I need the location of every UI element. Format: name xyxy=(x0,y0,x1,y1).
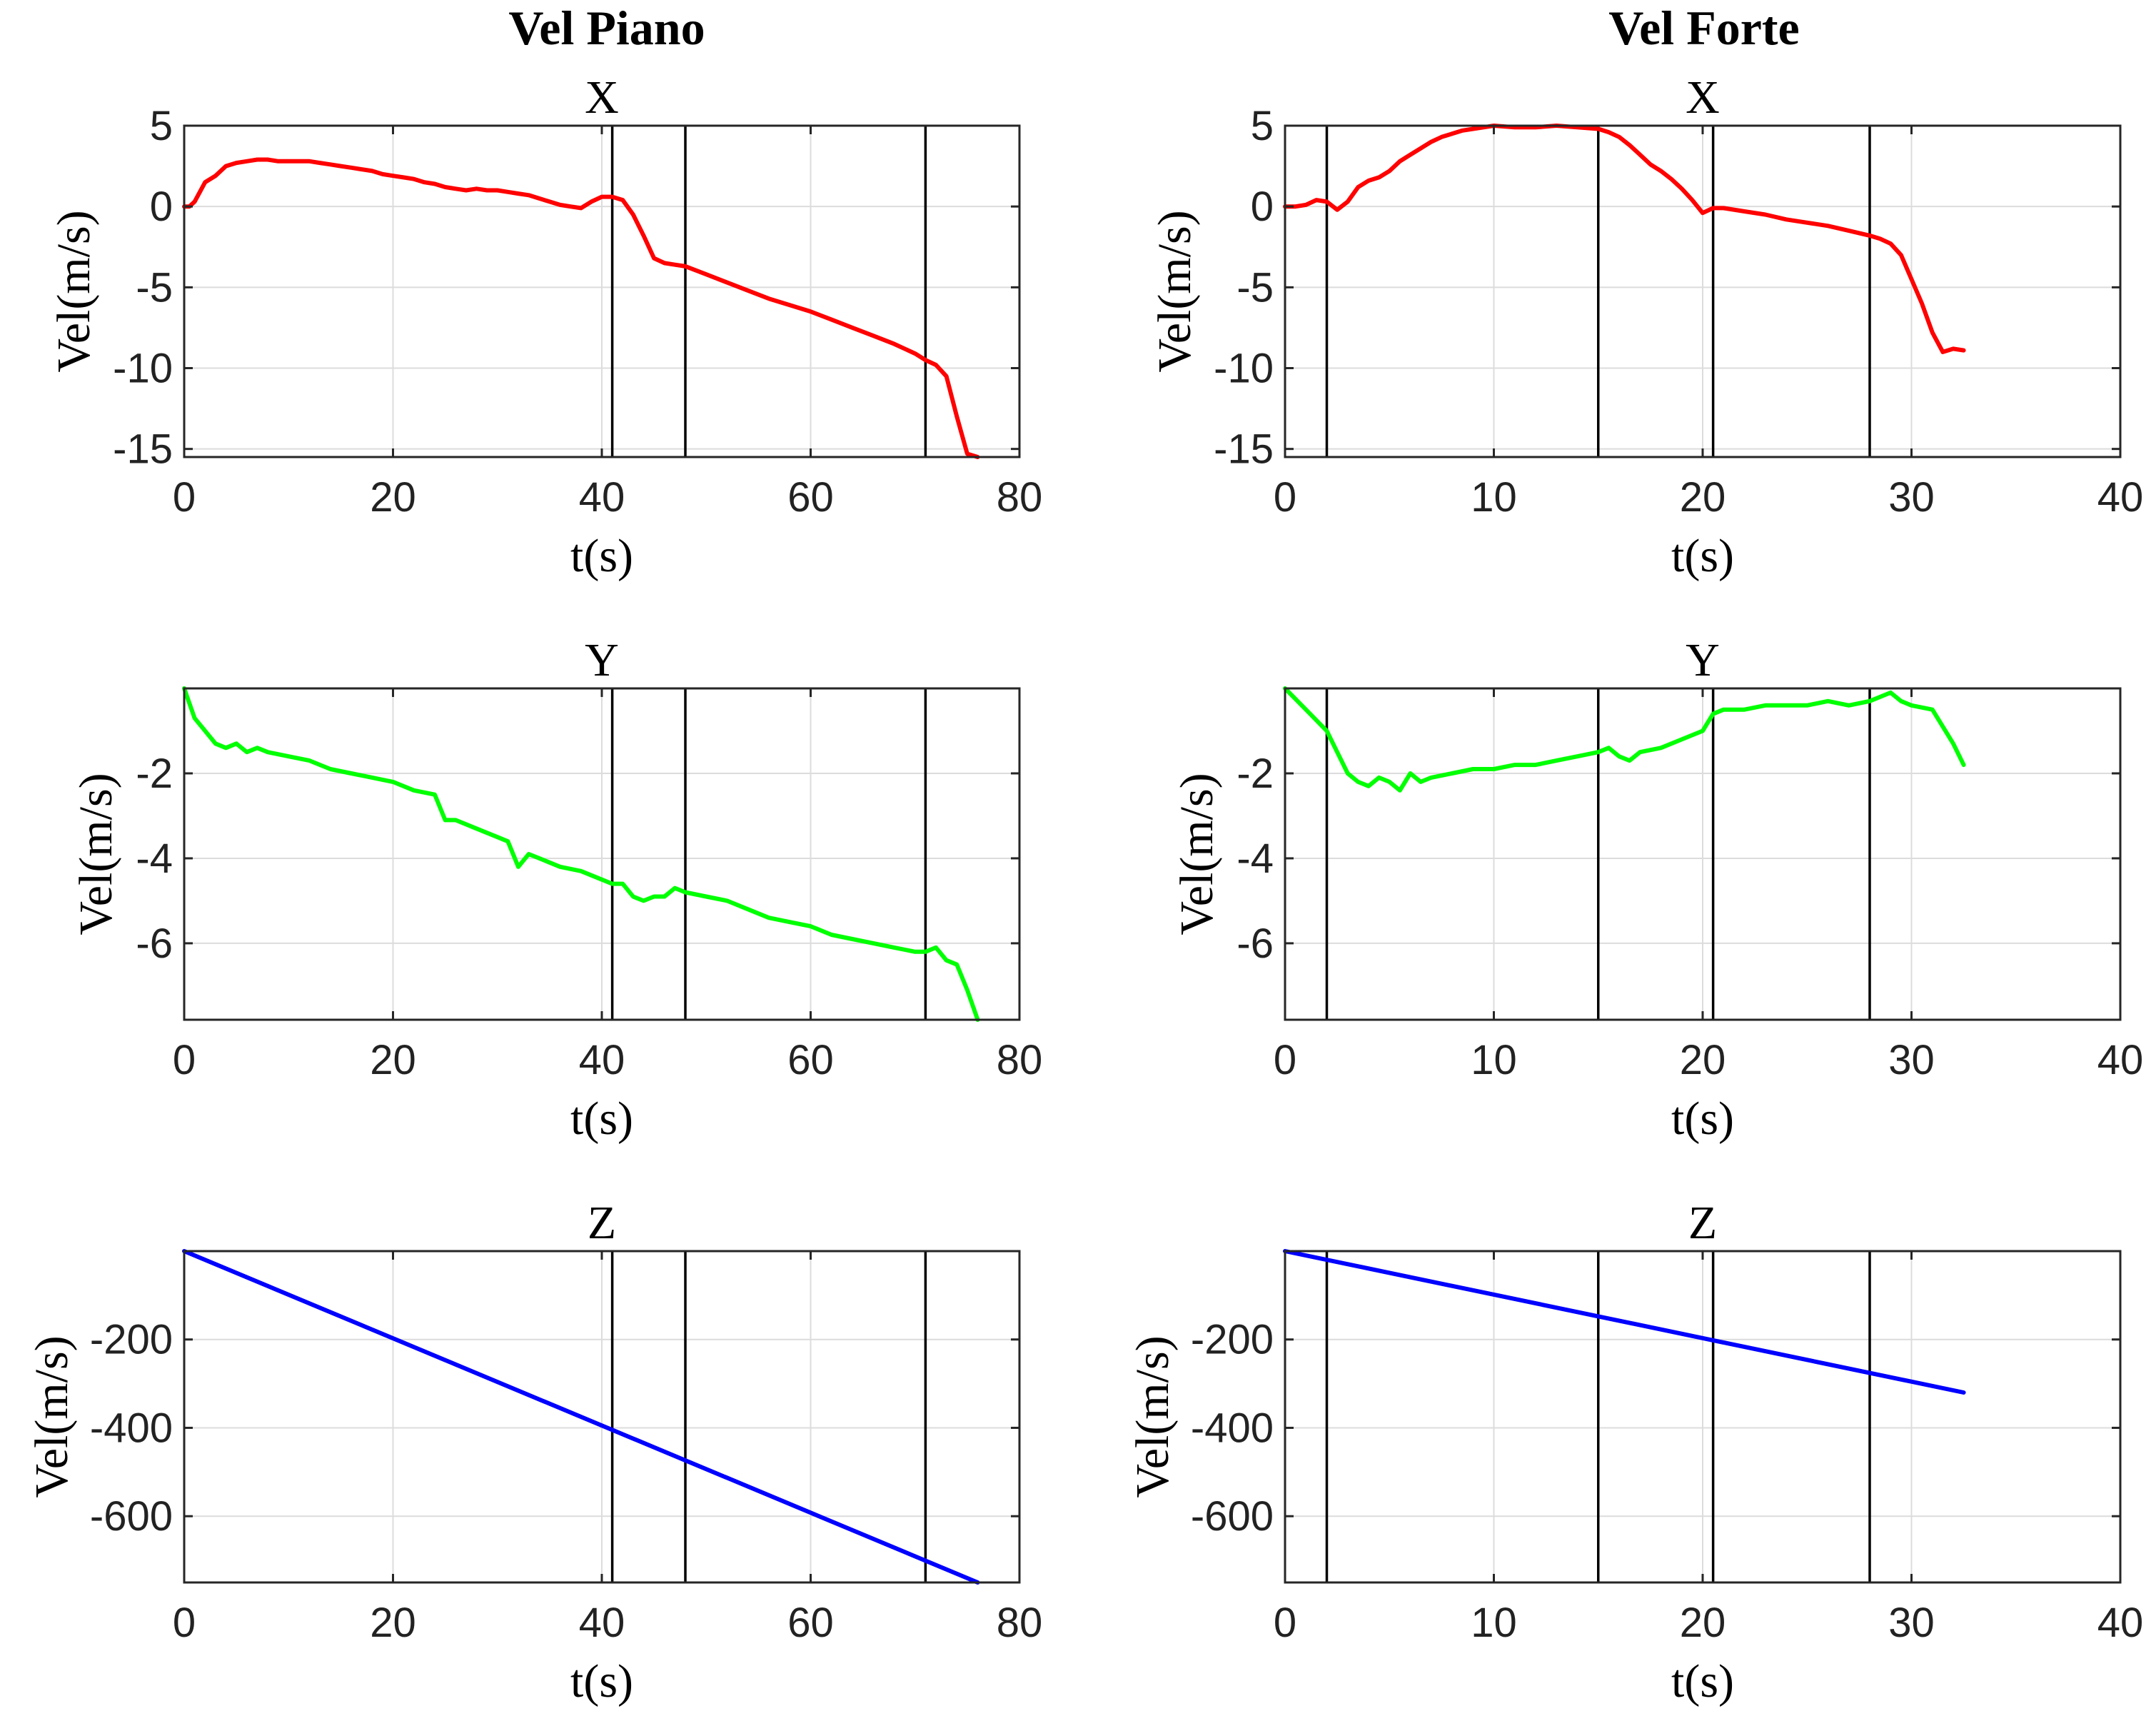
x-axis-label: t(s) xyxy=(570,1093,633,1145)
y-tick-label: -2 xyxy=(136,751,173,797)
x-axis-label: t(s) xyxy=(1671,1093,1734,1145)
x-tick-label: 20 xyxy=(370,474,416,521)
x-axis-label: t(s) xyxy=(570,1655,633,1707)
series-line xyxy=(1283,1249,1966,1395)
subplot-vel-piano-x: 0 20 40 60 80 5 0 -5 -10 -15 Xt(s) Vel(m/s) xyxy=(48,71,1042,582)
series-line xyxy=(1283,686,1966,793)
y-tick-label: -4 xyxy=(1236,836,1274,882)
x-tick-label: 40 xyxy=(2097,1037,2144,1083)
y-tick-label: -4 xyxy=(136,836,173,882)
y-axis-label: Vel(m/s) xyxy=(1127,1335,1179,1497)
x-tick-label: 80 xyxy=(997,1037,1043,1083)
subplot-title: Y xyxy=(585,634,619,686)
y-tick-label: -2 xyxy=(1236,751,1274,797)
x-tick-label: 40 xyxy=(579,1600,625,1646)
column-title-piano: Vel Piano xyxy=(508,1,705,55)
y-tick-label: -6 xyxy=(136,920,173,967)
series-line xyxy=(182,686,980,1022)
x-tick-label: 30 xyxy=(1888,1600,1935,1646)
x-tick-label: 60 xyxy=(787,1037,834,1083)
x-tick-label: 0 xyxy=(173,474,196,521)
y-axis-label: Vel(m/s) xyxy=(48,210,100,372)
x-tick-label: 20 xyxy=(370,1600,416,1646)
subplot-title: Z xyxy=(1688,1197,1717,1249)
y-tick-label: -5 xyxy=(1236,264,1274,311)
subplot-vel-forte-z: 0 10 20 30 40 -200 -400 -600 Zt(s) Vel(m/s) xyxy=(1127,1197,2143,1707)
x-tick-label: 0 xyxy=(1274,1037,1296,1083)
y-tick-label: 0 xyxy=(150,184,173,230)
subplot-vel-piano-z: 0 20 40 60 80 -200 -400 -600 Zt(s) Vel(m/s) xyxy=(26,1197,1042,1707)
x-tick-label: 30 xyxy=(1888,1037,1935,1083)
y-tick-label: 5 xyxy=(150,103,173,149)
series-line xyxy=(1283,124,1966,354)
x-tick-label: 20 xyxy=(1680,474,1726,521)
y-tick-label: -200 xyxy=(1191,1317,1274,1363)
subplot-vel-piano-y: 0 20 40 60 80 -2 -4 -6 Yt(s) Vel(m/s) xyxy=(70,634,1042,1145)
x-tick-label: 10 xyxy=(1471,474,1517,521)
x-tick-label: 0 xyxy=(1274,1600,1296,1646)
y-tick-label: -10 xyxy=(1214,346,1274,392)
subplot-vel-forte-y: 0 10 20 30 40 -2 -4 -6 Yt(s) Vel(m/s) xyxy=(1171,634,2143,1145)
y-axis-label: Vel(m/s) xyxy=(70,773,122,935)
y-tick-label: -15 xyxy=(1214,426,1274,473)
x-axis-label: t(s) xyxy=(1671,1655,1734,1707)
y-tick-label: -600 xyxy=(1191,1493,1274,1540)
column-title-forte: Vel Forte xyxy=(1608,1,1799,55)
y-tick-label: -6 xyxy=(1236,920,1274,967)
x-tick-label: 80 xyxy=(997,474,1043,521)
y-tick-label: -400 xyxy=(90,1405,173,1451)
y-axis-label: Vel(m/s) xyxy=(1171,773,1223,935)
y-axis-label: Vel(m/s) xyxy=(26,1335,78,1497)
x-tick-label: 20 xyxy=(1680,1600,1726,1646)
x-tick-label: 60 xyxy=(787,1600,834,1646)
x-tick-label: 0 xyxy=(173,1600,196,1646)
x-tick-label: 80 xyxy=(997,1600,1043,1646)
x-tick-label: 60 xyxy=(787,474,834,521)
y-tick-label: -200 xyxy=(90,1317,173,1363)
x-axis-label: t(s) xyxy=(1671,530,1734,582)
y-tick-label: -15 xyxy=(113,426,173,473)
x-tick-label: 10 xyxy=(1471,1600,1517,1646)
x-tick-label: 40 xyxy=(2097,1600,2144,1646)
y-tick-label: 0 xyxy=(1251,184,1274,230)
subplot-title: X xyxy=(1686,71,1720,124)
x-tick-label: 40 xyxy=(579,474,625,521)
y-tick-label: 5 xyxy=(1251,103,1274,149)
subplot-title: Y xyxy=(1686,634,1720,686)
x-tick-label: 0 xyxy=(1274,474,1296,521)
subplot-grid: 0 20 40 60 80 5 0 -5 -10 -15 Xt(s) Vel(m/s) 0 20 40 60 8… xyxy=(26,71,2143,1707)
x-tick-label: 20 xyxy=(370,1037,416,1083)
series-line xyxy=(182,1249,980,1585)
y-tick-label: -5 xyxy=(136,264,173,311)
x-tick-label: 10 xyxy=(1471,1037,1517,1083)
x-tick-label: 30 xyxy=(1888,474,1935,521)
x-axis-label: t(s) xyxy=(570,530,633,582)
y-tick-label: -400 xyxy=(1191,1405,1274,1451)
x-tick-label: 40 xyxy=(579,1037,625,1083)
series-line xyxy=(182,157,980,459)
y-tick-label: -10 xyxy=(113,346,173,392)
x-tick-label: 20 xyxy=(1680,1037,1726,1083)
subplot-title: X xyxy=(585,71,619,124)
y-tick-label: -600 xyxy=(90,1493,173,1540)
subplot-title: Z xyxy=(588,1197,616,1249)
x-tick-label: 0 xyxy=(173,1037,196,1083)
x-tick-label: 40 xyxy=(2097,474,2144,521)
y-axis-label: Vel(m/s) xyxy=(1149,210,1201,372)
